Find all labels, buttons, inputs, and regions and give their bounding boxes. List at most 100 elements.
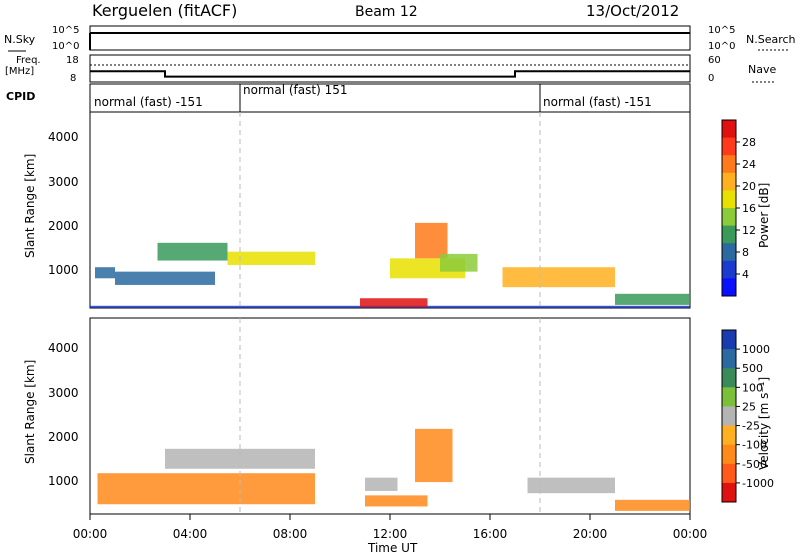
noise-right-tick-low: 10^0 — [708, 41, 735, 52]
noise-right-tick-high: 10^5 — [708, 25, 735, 36]
power-colorbar: 28 24 20 16 12 8 4 — [721, 119, 756, 297]
velocity-region-2 — [365, 477, 398, 491]
power-region-9 — [502, 267, 615, 288]
velocity-region-5 — [527, 477, 615, 494]
velocity-y-tick-2000: 2000 — [48, 430, 79, 444]
nave-label: Nave — [748, 63, 776, 76]
velocity-colorbar-swatch — [722, 463, 736, 484]
power-colorbar-swatch — [722, 243, 736, 262]
velocity-colorbar-swatch — [722, 425, 736, 446]
x-tick-label: 08:00 — [273, 527, 308, 541]
power-region-8 — [440, 253, 478, 272]
velocity-colorbar-tick-label: 25 — [742, 400, 756, 413]
power-colorbar-tick-label: 28 — [742, 136, 756, 149]
power-colorbar-swatch — [722, 278, 736, 297]
power-colorbar-swatch — [722, 208, 736, 227]
power-panel: 1000 2000 3000 4000 Slant Range [km] — [23, 111, 691, 309]
velocity-colorbar-swatch — [722, 330, 736, 350]
cpid-panel: CPID normal (fast) -151 normal (fast) 15… — [6, 83, 691, 113]
power-region-10 — [615, 293, 690, 305]
n-sky-label: N.Sky — [4, 33, 36, 46]
x-axis-title: Time UT — [367, 541, 418, 554]
n-search-label: N.Search — [746, 33, 796, 46]
power-region-2 — [157, 242, 228, 261]
x-tick-label: 00:00 — [673, 527, 708, 541]
velocity-colorbar-tick-label: 100 — [742, 381, 763, 394]
velocity-region-1 — [97, 473, 315, 505]
velocity-colorbar-swatch — [722, 406, 736, 427]
velocity-colorbar-tick-label: 500 — [742, 362, 763, 375]
velocity-colorbar-swatch — [722, 482, 736, 503]
freq-label-1: Freq. — [16, 55, 41, 66]
velocity-colorbar-tick-label: 1000 — [742, 343, 770, 356]
velocity-colorbar-tick-label: -25 — [742, 420, 760, 433]
velocity-region-6 — [615, 499, 690, 511]
power-region-7 — [415, 222, 448, 259]
station-title: Kerguelen (fitACF) — [92, 1, 237, 20]
velocity-colorbar: 1000 500 100 25 -25 -100 -500 -1000 — [721, 329, 774, 503]
noise-left-tick-low: 10^0 — [52, 41, 79, 52]
velocity-colorbar-swatch — [722, 387, 736, 407]
velocity-data-layer — [97, 428, 690, 511]
x-tick-label: 00:00 — [73, 527, 108, 541]
frequency-line — [90, 70, 690, 78]
power-data-layer — [90, 222, 690, 308]
x-tick-label: 16:00 — [473, 527, 508, 541]
freq-left-tick-high: 18 — [66, 55, 79, 66]
power-colorbar-tick-label: 20 — [742, 180, 756, 193]
power-region-4 — [115, 271, 215, 285]
power-colorbar-swatch — [722, 137, 736, 156]
beam-title: Beam 12 — [355, 4, 418, 20]
velocity-region-0 — [165, 448, 315, 469]
power-y-tick-2000: 2000 — [48, 219, 79, 233]
velocity-colorbar-title: Velocity [m s⁻¹] — [757, 377, 771, 470]
freq-label-2: [MHz] — [5, 66, 34, 77]
noise-left-tick-high: 10^5 — [52, 25, 79, 36]
velocity-colorbar-swatch — [722, 368, 736, 388]
cpid-segment-1: normal (fast) -151 — [94, 95, 203, 109]
velocity-colorbar-swatch — [722, 349, 736, 369]
x-tick-label: 12:00 — [373, 527, 408, 541]
velocity-colorbar-swatch — [722, 444, 736, 465]
power-colorbar-swatch — [722, 172, 736, 191]
power-y-axis-title: Slant Range [km] — [23, 154, 37, 258]
noise-panel: N.Sky 10^5 10^0 10^5 10^0 N.Search — [4, 25, 796, 52]
x-axis: 00:00 04:00 08:00 12:00 16:00 20:00 00:00 — [73, 514, 708, 541]
power-colorbar-tick-label: 4 — [742, 268, 749, 281]
velocity-y-tick-3000: 3000 — [48, 386, 79, 400]
power-region-3 — [227, 251, 315, 265]
x-tick-label: 20:00 — [573, 527, 608, 541]
power-y-tick-3000: 3000 — [48, 175, 79, 189]
freq-left-tick-low: 8 — [70, 73, 76, 84]
freq-right-tick-low: 0 — [708, 73, 714, 84]
power-y-tick-1000: 1000 — [48, 263, 79, 277]
power-y-tick-4000: 4000 — [48, 130, 79, 144]
power-colorbar-tick-label: 16 — [742, 202, 756, 215]
freq-right-tick-high: 60 — [708, 55, 721, 66]
velocity-panel: 1000 2000 3000 4000 Slant Range [km] — [23, 317, 691, 515]
velocity-colorbar-frame — [721, 329, 737, 503]
frequency-panel: Freq. [MHz] 18 8 60 0 Nave — [5, 54, 776, 84]
power-region-5 — [360, 298, 428, 308]
power-region-1 — [95, 267, 115, 279]
x-tick-label: 04:00 — [173, 527, 208, 541]
power-colorbar-swatch — [722, 225, 736, 244]
power-colorbar-swatch — [722, 120, 736, 139]
velocity-y-tick-1000: 1000 — [48, 474, 79, 488]
velocity-y-axis-title: Slant Range [km] — [23, 360, 37, 464]
velocity-region-4 — [415, 428, 453, 483]
velocity-region-3 — [365, 495, 428, 507]
cpid-segment-3: normal (fast) -151 — [543, 95, 652, 109]
cpid-segment-2: normal (fast) 151 — [243, 83, 347, 97]
power-colorbar-title: Power [dB] — [757, 183, 771, 248]
velocity-colorbar-tick-label: -500 — [742, 458, 767, 471]
velocity-colorbar-tick-label: -100 — [742, 439, 767, 452]
power-colorbar-tick-label: 12 — [742, 224, 756, 237]
date-title: 13/Oct/2012 — [586, 2, 679, 20]
power-colorbar-tick-label: 8 — [742, 246, 749, 259]
power-colorbar-swatch — [722, 155, 736, 174]
power-colorbar-tick-label: 24 — [742, 158, 756, 171]
velocity-y-tick-4000: 4000 — [48, 341, 79, 355]
power-colorbar-swatch — [722, 190, 736, 209]
